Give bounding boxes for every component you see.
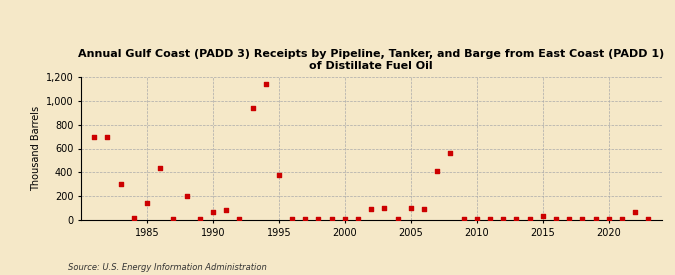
Point — [366, 207, 377, 211]
Point — [181, 193, 192, 198]
Point — [511, 217, 522, 222]
Point — [142, 200, 153, 205]
Point — [194, 217, 205, 222]
Point — [432, 168, 443, 173]
Point — [458, 217, 469, 222]
Point — [485, 217, 495, 222]
Point — [603, 217, 614, 222]
Point — [128, 215, 139, 220]
Title: Annual Gulf Coast (PADD 3) Receipts by Pipeline, Tanker, and Barge from East Coa: Annual Gulf Coast (PADD 3) Receipts by P… — [78, 49, 664, 71]
Point — [590, 217, 601, 222]
Point — [234, 217, 245, 221]
Point — [471, 217, 482, 222]
Point — [326, 217, 337, 222]
Point — [221, 208, 232, 213]
Point — [564, 217, 574, 222]
Point — [537, 214, 548, 218]
Point — [340, 217, 350, 222]
Point — [630, 210, 641, 214]
Point — [379, 206, 390, 210]
Point — [643, 217, 653, 222]
Point — [497, 217, 508, 222]
Text: Source: U.S. Energy Information Administration: Source: U.S. Energy Information Administ… — [68, 263, 266, 272]
Y-axis label: Thousand Barrels: Thousand Barrels — [32, 106, 41, 191]
Point — [352, 217, 363, 222]
Point — [418, 207, 429, 211]
Point — [406, 206, 416, 210]
Point — [102, 134, 113, 139]
Point — [89, 134, 100, 139]
Point — [313, 217, 324, 222]
Point — [207, 210, 218, 214]
Point — [577, 217, 588, 222]
Point — [300, 217, 310, 222]
Point — [616, 217, 627, 222]
Point — [261, 82, 271, 86]
Point — [445, 150, 456, 155]
Point — [287, 217, 298, 221]
Point — [551, 217, 562, 222]
Point — [155, 166, 165, 170]
Point — [273, 173, 284, 178]
Point — [168, 217, 179, 222]
Point — [115, 182, 126, 186]
Point — [392, 217, 403, 222]
Point — [524, 217, 535, 222]
Point — [247, 106, 258, 110]
